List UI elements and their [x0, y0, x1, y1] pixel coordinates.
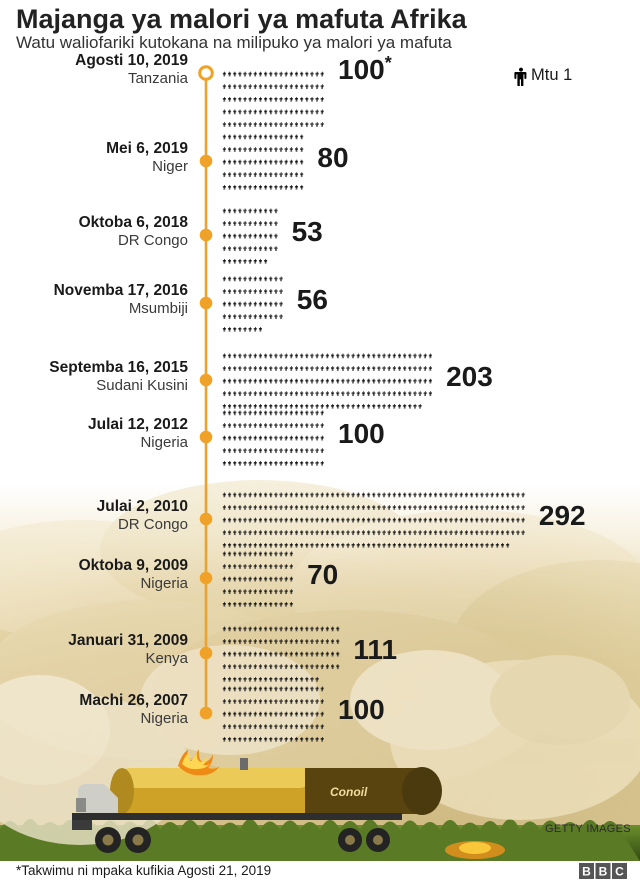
- svg-text:C: C: [615, 865, 624, 879]
- svg-text:B: B: [599, 865, 608, 879]
- svg-text:B: B: [582, 865, 591, 879]
